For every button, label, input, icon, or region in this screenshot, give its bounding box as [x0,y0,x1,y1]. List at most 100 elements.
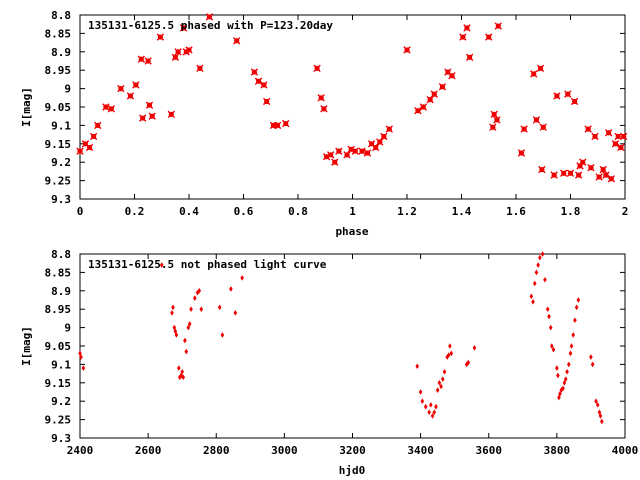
data-point [617,143,625,152]
data-point [584,125,592,133]
data-point [604,129,613,137]
x-tick-label: 1.8 [561,205,581,218]
data-point [102,103,110,111]
data-point [595,402,600,408]
data-point [371,143,380,152]
x-tick-label: 2600 [135,444,162,457]
data-point [463,24,471,32]
data-point [414,106,422,115]
data-point [569,343,574,349]
data-point [363,149,372,157]
data-point [180,368,184,375]
y-tick-label: 9 [64,322,71,335]
data-point [195,289,200,296]
data-point [186,324,191,331]
data-point [205,13,214,21]
data-point [536,262,540,268]
data-point [562,380,567,386]
data-point [148,112,156,120]
data-point [563,376,568,382]
data-point [490,110,498,119]
data-point [538,165,546,174]
data-point [589,354,593,360]
x-tick-label: 3200 [339,444,366,457]
x-tick-label: 2800 [203,444,230,457]
data-point [317,94,325,102]
y-tick-label: 8.8 [51,9,71,22]
data-point [566,361,571,368]
data-point [331,158,339,166]
plot-title: 135131-6125.5 phased with P=123.20day [88,19,333,32]
x-tick-label: 3800 [544,444,571,457]
x-tick-label: 2 [622,205,629,218]
data-point [619,132,628,141]
data-point [107,105,116,113]
y-tick-label: 9.2 [51,156,71,169]
x-tick-label: 2400 [67,444,94,457]
y-tick-label: 8.85 [45,266,72,279]
data-point [600,418,604,425]
x-tick-label: 1 [349,205,356,218]
x-tick-label: 3400 [407,444,434,457]
data-point [440,376,445,382]
data-point [614,132,622,141]
data-point [184,348,189,355]
data-point [517,149,526,157]
data-point [170,310,174,316]
data-point [611,140,620,148]
data-point [520,125,528,133]
data-point [532,116,541,124]
data-point [559,387,564,393]
data-point [566,169,575,177]
data-point [418,389,423,395]
data-point [430,413,435,419]
data-point [81,365,86,371]
y-tick-label: 9.05 [45,101,72,114]
phased-light-curve-panel: 0 0.2 0.4 0.6 0.8 1 1.2 1.4 1.6 1.8 2 8.8 8.85 8.9 8.9… [20,9,628,238]
data-point [607,175,616,183]
y-tick-label: 9.2 [51,395,71,408]
x-tick-label: 0.2 [125,205,145,218]
data-point [181,374,186,381]
data-point [260,81,268,89]
y-tick-label: 9.25 [45,175,72,188]
data-point [335,147,343,155]
data-points [78,251,604,425]
plot-frame [79,253,626,439]
data-point [76,147,84,155]
data-point [185,46,193,54]
y-axis-label: I[mag] [20,87,33,127]
data-point [233,310,238,316]
data-point [539,123,547,131]
data-point [229,286,233,292]
data-point [571,332,576,338]
data-point [432,409,437,416]
data-point [419,103,428,111]
y-tick-label: 8.95 [45,64,72,77]
data-point [376,138,384,146]
data-point [549,343,554,349]
data-point [543,276,547,283]
data-point [427,409,431,416]
data-point [448,343,452,349]
data-point [250,68,259,76]
data-point [423,403,428,410]
y-tick-label: 9.25 [45,414,72,427]
data-point [420,398,425,404]
data-point [442,368,447,375]
data-point [85,143,94,152]
data-point [573,317,577,324]
y-tick-label: 9.15 [45,377,72,390]
x-axis-label: hjd0 [339,464,366,477]
data-point [587,164,595,172]
data-point [579,158,587,166]
y-tick-label: 8.95 [45,303,72,316]
data-point [426,95,434,104]
data-point [446,352,451,358]
y-tick-label: 9.15 [45,138,72,151]
data-point [545,306,550,312]
data-point [78,350,82,357]
data-point [564,90,572,98]
x-tick-label: 4000 [612,444,639,457]
data-point [380,132,388,141]
